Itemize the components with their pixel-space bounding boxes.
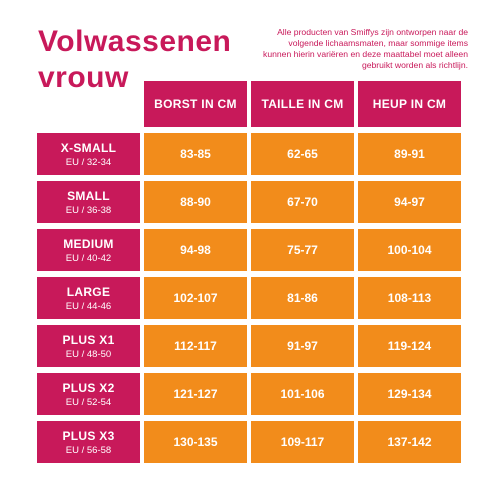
size-label: SMALL EU / 36-38 xyxy=(37,181,140,223)
size-name: MEDIUM xyxy=(63,236,114,251)
title-line-1: Volwassenen xyxy=(38,25,232,58)
borst-cell: 94-98 xyxy=(144,229,247,271)
size-chart-table: BORST IN CM TAILLE IN CM HEUP IN CM X-SM… xyxy=(37,81,461,463)
header-taille: TAILLE IN CM xyxy=(251,81,354,127)
size-label: MEDIUM EU / 40-42 xyxy=(37,229,140,271)
header-heup: HEUP IN CM xyxy=(358,81,461,127)
borst-cell: 121-127 xyxy=(144,373,247,415)
eu-size: EU / 32-34 xyxy=(65,156,112,168)
heup-cell: 94-97 xyxy=(358,181,461,223)
heup-cell: 100-104 xyxy=(358,229,461,271)
borst-cell: 130-135 xyxy=(144,421,247,463)
heup-cell: 108-113 xyxy=(358,277,461,319)
size-name: PLUS X1 xyxy=(62,332,115,347)
eu-size: EU / 40-42 xyxy=(65,252,112,264)
borst-cell: 83-85 xyxy=(144,133,247,175)
eu-size: EU / 44-46 xyxy=(65,300,112,312)
title-line-2: vrouw xyxy=(38,61,129,94)
size-name: PLUS X3 xyxy=(62,428,115,443)
borst-cell: 112-117 xyxy=(144,325,247,367)
taille-cell: 67-70 xyxy=(251,181,354,223)
size-label: X-SMALL EU / 32-34 xyxy=(37,133,140,175)
taille-cell: 75-77 xyxy=(251,229,354,271)
size-label: PLUS X3 EU / 56-58 xyxy=(37,421,140,463)
header-borst: BORST IN CM xyxy=(144,81,247,127)
size-label: PLUS X1 EU / 48-50 xyxy=(37,325,140,367)
taille-cell: 62-65 xyxy=(251,133,354,175)
page-title: Volwassenen vrouw xyxy=(38,24,231,96)
size-name: PLUS X2 xyxy=(62,380,115,395)
heup-cell: 119-124 xyxy=(358,325,461,367)
taille-cell: 91-97 xyxy=(251,325,354,367)
size-name: LARGE xyxy=(66,284,111,299)
taille-cell: 109-117 xyxy=(251,421,354,463)
size-disclaimer: Alle producten van Smiffys zijn ontworpe… xyxy=(263,27,468,70)
header-corner xyxy=(37,81,140,127)
size-label: LARGE EU / 44-46 xyxy=(37,277,140,319)
heup-cell: 89-91 xyxy=(358,133,461,175)
heup-cell: 137-142 xyxy=(358,421,461,463)
borst-cell: 102-107 xyxy=(144,277,247,319)
eu-size: EU / 56-58 xyxy=(65,444,112,456)
heup-cell: 129-134 xyxy=(358,373,461,415)
taille-cell: 81-86 xyxy=(251,277,354,319)
size-name: X-SMALL xyxy=(60,140,117,155)
size-name: SMALL xyxy=(67,188,110,203)
eu-size: EU / 52-54 xyxy=(65,396,112,408)
eu-size: EU / 48-50 xyxy=(65,348,112,360)
taille-cell: 101-106 xyxy=(251,373,354,415)
size-label: PLUS X2 EU / 52-54 xyxy=(37,373,140,415)
borst-cell: 88-90 xyxy=(144,181,247,223)
eu-size: EU / 36-38 xyxy=(65,204,112,216)
